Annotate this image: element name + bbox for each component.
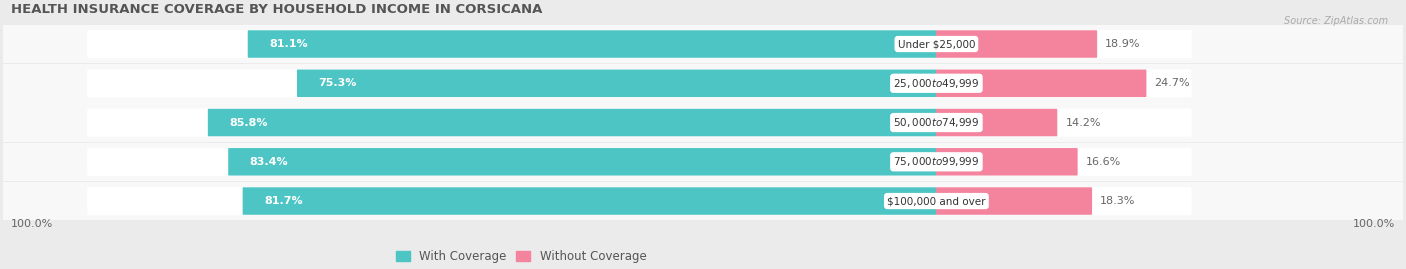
FancyBboxPatch shape — [936, 70, 1146, 97]
Text: HEALTH INSURANCE COVERAGE BY HOUSEHOLD INCOME IN CORSICANA: HEALTH INSURANCE COVERAGE BY HOUSEHOLD I… — [11, 3, 543, 16]
Text: Source: ZipAtlas.com: Source: ZipAtlas.com — [1284, 16, 1388, 26]
FancyBboxPatch shape — [87, 187, 1191, 215]
FancyBboxPatch shape — [243, 187, 936, 215]
Bar — [3, 64, 1403, 102]
Text: $75,000 to $99,999: $75,000 to $99,999 — [893, 155, 980, 168]
Text: Under $25,000: Under $25,000 — [897, 39, 976, 49]
FancyBboxPatch shape — [936, 187, 1092, 215]
FancyBboxPatch shape — [936, 148, 1077, 176]
Text: 81.7%: 81.7% — [264, 196, 302, 206]
FancyBboxPatch shape — [228, 148, 936, 176]
Bar — [3, 25, 1403, 63]
Text: $100,000 and over: $100,000 and over — [887, 196, 986, 206]
Bar — [3, 143, 1403, 181]
Bar — [3, 103, 1403, 142]
Bar — [3, 182, 1403, 220]
FancyBboxPatch shape — [208, 109, 936, 136]
Text: $25,000 to $49,999: $25,000 to $49,999 — [893, 77, 980, 90]
Text: 18.9%: 18.9% — [1105, 39, 1140, 49]
Text: 75.3%: 75.3% — [319, 78, 357, 88]
Legend: With Coverage, Without Coverage: With Coverage, Without Coverage — [392, 246, 650, 266]
Text: 85.8%: 85.8% — [229, 118, 269, 128]
FancyBboxPatch shape — [87, 30, 1191, 58]
Text: $50,000 to $74,999: $50,000 to $74,999 — [893, 116, 980, 129]
Text: 18.3%: 18.3% — [1101, 196, 1136, 206]
FancyBboxPatch shape — [247, 30, 936, 58]
FancyBboxPatch shape — [936, 109, 1057, 136]
Text: 14.2%: 14.2% — [1066, 118, 1101, 128]
Text: 16.6%: 16.6% — [1085, 157, 1121, 167]
Text: 24.7%: 24.7% — [1154, 78, 1189, 88]
Text: 83.4%: 83.4% — [250, 157, 288, 167]
Text: 81.1%: 81.1% — [270, 39, 308, 49]
Text: 100.0%: 100.0% — [1353, 219, 1395, 229]
FancyBboxPatch shape — [87, 108, 1191, 137]
FancyBboxPatch shape — [87, 148, 1191, 176]
FancyBboxPatch shape — [87, 69, 1191, 97]
Text: 100.0%: 100.0% — [11, 219, 53, 229]
FancyBboxPatch shape — [936, 30, 1097, 58]
FancyBboxPatch shape — [297, 70, 936, 97]
